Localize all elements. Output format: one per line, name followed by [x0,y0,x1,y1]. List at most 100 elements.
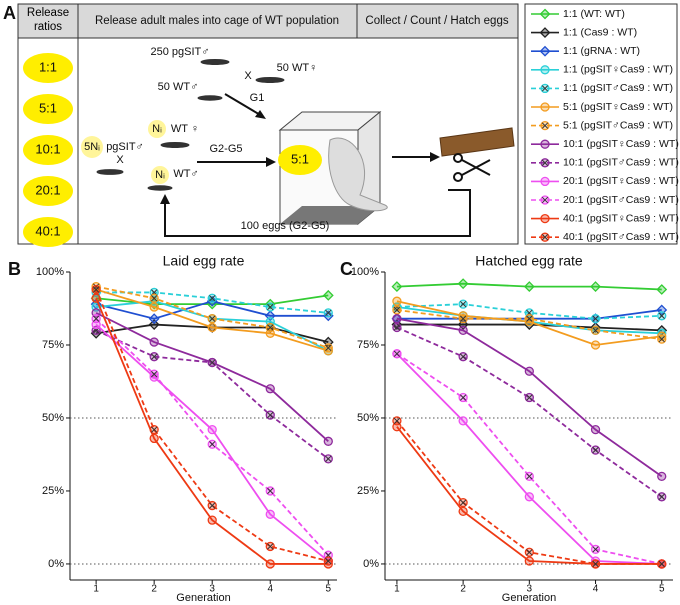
mosquito-icons [96,59,285,191]
marker-cross [592,446,599,454]
marker-cross [267,543,274,550]
marker [322,289,334,301]
marker [322,310,334,322]
marker [524,492,534,502]
x-tick-label: 2 [460,584,466,595]
ratio-label: 5:1 [39,100,57,115]
marker-cross [541,234,549,241]
marker-cross [209,502,216,509]
panel-label: C [340,259,353,279]
header-text: Release ratios [26,7,70,33]
marker-cross [541,159,549,166]
y-tick-label: 0% [48,558,64,570]
legend-label: 1:1 (pgSIT♂Cas9 : WT) [563,82,673,94]
legend-label: 10:1 (pgSIT♀Cas9 : WT) [563,138,679,150]
marker-cross [459,353,467,360]
legend-label: 1:1 (gRNA : WT) [563,45,640,57]
chart-title: Hatched egg rate [475,253,583,269]
ratio-label: 10:1 [35,141,60,156]
marker-cross [325,455,332,462]
feedback-arrow [164,189,471,237]
y-tick-label: 50% [357,412,379,424]
marker-cross [592,315,599,322]
mosquito [255,77,285,83]
marker-cross [592,560,599,568]
x-tick-label: 5 [326,584,332,595]
marker [149,372,159,382]
mosquito [197,95,223,101]
legend-frame [524,3,678,245]
marker-cross [267,324,274,331]
marker-cross [658,560,665,568]
x-tick-label: 4 [593,584,599,595]
marker [149,337,159,347]
marker-cross [658,493,665,500]
ratio-list: 1:1 5:1 10:1 20:1 40:1 [23,53,73,247]
marker-cross [209,295,216,302]
scissors-handle [453,172,463,182]
cage-ratio: 5:1 [291,151,309,166]
header-row [17,3,519,39]
marker [207,322,217,333]
series-line [96,294,329,306]
marker [656,284,668,295]
marker [540,213,550,224]
marker-cross [267,487,274,495]
marker-cross [658,312,665,319]
cross-symbol: X [116,154,124,166]
y-tick-label: 100% [36,266,64,278]
marker-cross [393,417,401,425]
x-tick-label: 3 [527,584,533,595]
marker-cross [459,499,467,506]
legend-label: 20:1 (pgSIT♂Cas9 : WT) [563,194,679,206]
marker-cross [92,283,100,290]
x-tick-label: 5 [659,584,665,595]
legend-label: 1:1 (Cas9 : WT) [563,26,637,38]
egg-paper [439,127,515,157]
marker [539,45,551,57]
marker [523,281,535,293]
chart: B Laid egg rate Generation 0% 25% 50% 75% 100% 1… [8,253,337,604]
chart: C Hatched egg rate Generation 0% 25% 50% 75% 10… [340,253,673,604]
marker-cross [541,196,549,204]
scissors-handle [453,153,463,163]
panel-label: B [8,259,21,279]
marker-cross [151,371,158,378]
marker [323,346,333,356]
marker-cross [592,546,599,553]
marker [540,102,550,112]
arrowhead [430,152,440,162]
series-line [396,352,662,565]
header-text: Collect / Count / Hatch eggs [365,15,508,27]
marker [148,319,160,330]
marker-cross [459,315,467,322]
marker-cross [325,344,332,352]
marker [539,27,551,39]
x-tick-label: 1 [93,584,99,595]
marker-cross [541,122,549,129]
marker [539,8,551,20]
ratio-label: 40:1 [35,223,60,238]
marker-cross [459,394,467,401]
ratio-bubble [23,94,73,124]
y-tick-label: 75% [357,339,379,351]
cage-floor [280,206,380,224]
y-tick-label: 100% [351,266,379,278]
marker [590,424,601,435]
marker [524,366,534,376]
legend-label: 1:1 (pgSIT♀Cas9 : WT) [563,64,673,76]
marker [657,471,667,482]
series-line [396,426,662,565]
ratio-bubble [23,217,73,247]
marker-cross [541,85,549,92]
marker [540,176,550,187]
mosquito [160,142,190,148]
marker-cross [92,286,100,293]
highlight [148,120,166,138]
marker [391,281,403,293]
legend-label: 10:1 (pgSIT♂Cas9 : WT) [563,157,679,169]
arrowhead [160,194,170,204]
marker-cross [151,426,158,433]
marker [540,65,550,75]
